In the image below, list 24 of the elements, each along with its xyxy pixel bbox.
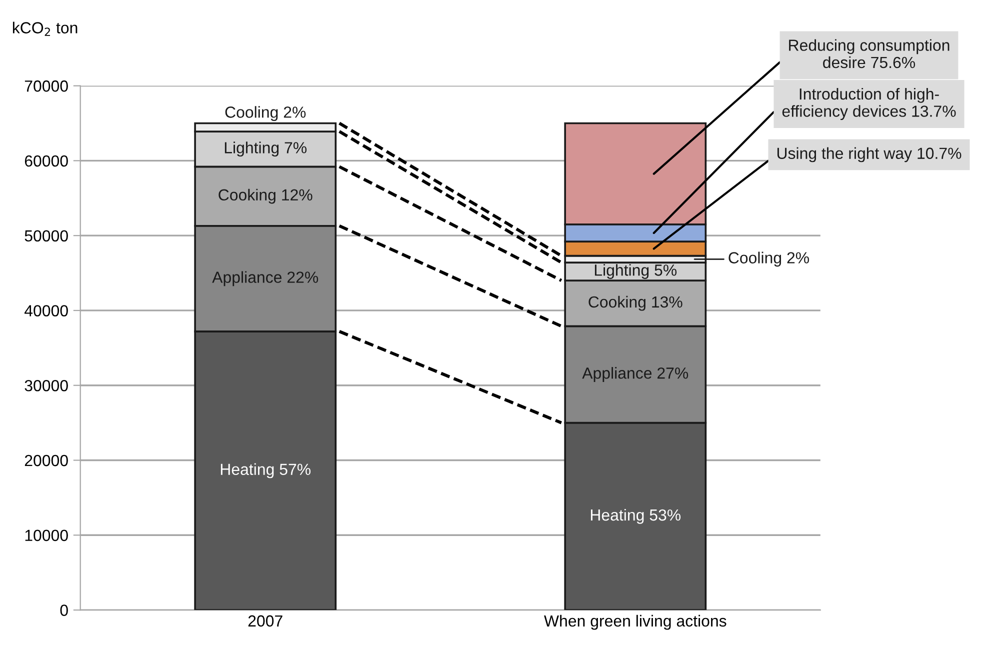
y-tick-label: 0 bbox=[60, 604, 68, 616]
data-label: Appliance 27% bbox=[582, 367, 688, 382]
y-tick-label: 30000 bbox=[24, 380, 68, 392]
y-tick-label: 20000 bbox=[24, 454, 68, 466]
y-tick-label: 50000 bbox=[24, 230, 68, 242]
data-label: Reducing consumption desire 75.6% bbox=[789, 39, 950, 68]
data-label: Cooking 12% bbox=[218, 188, 312, 204]
x-tick-label: When green living actions bbox=[544, 614, 726, 630]
y-tick-label: 70000 bbox=[24, 80, 68, 92]
data-label: Introduction of high- efficiency devices 13.7% bbox=[782, 88, 956, 120]
y-tick-label: 40000 bbox=[24, 305, 68, 316]
data-label: Cooling 2% bbox=[728, 252, 809, 267]
y-tick-label: 10000 bbox=[25, 530, 68, 542]
y-axis-title: kCO$_{2}$ ton bbox=[12, 22, 78, 36]
x-tick-label: 2007 bbox=[248, 615, 282, 627]
data-label: Heating 57% bbox=[220, 463, 311, 478]
data-label: Heating 53% bbox=[590, 508, 681, 524]
data-label: Using the right way 10.7% bbox=[777, 147, 962, 162]
data-label: Appliance 22% bbox=[212, 271, 318, 286]
data-label: Lighting 5% bbox=[594, 264, 677, 279]
data-label: Lighting 7% bbox=[224, 142, 307, 157]
y-tick-label: 60000 bbox=[24, 155, 68, 167]
data-label: Cooling 2% bbox=[225, 106, 306, 121]
data-label: Cooking 13% bbox=[588, 296, 682, 311]
